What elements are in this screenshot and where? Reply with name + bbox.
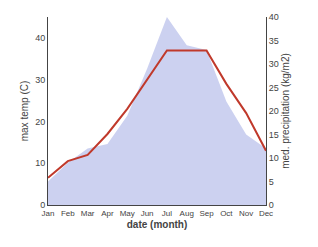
svg-text:10: 10 bbox=[269, 153, 279, 163]
svg-text:30: 30 bbox=[35, 75, 45, 85]
svg-text:35: 35 bbox=[269, 36, 279, 46]
svg-text:30: 30 bbox=[269, 59, 279, 69]
svg-text:15: 15 bbox=[269, 130, 279, 140]
svg-text:40: 40 bbox=[35, 33, 45, 43]
svg-text:0: 0 bbox=[269, 200, 274, 210]
svg-text:20: 20 bbox=[35, 117, 45, 127]
svg-text:0: 0 bbox=[40, 200, 45, 210]
svg-text:Apr: Apr bbox=[101, 209, 114, 218]
svg-text:Jul: Jul bbox=[162, 209, 172, 218]
svg-text:Sep: Sep bbox=[199, 209, 214, 218]
svg-text:med. precipitation (kg/m2): med. precipitation (kg/m2) bbox=[280, 53, 291, 169]
svg-text:May: May bbox=[120, 209, 135, 218]
svg-text:Dec: Dec bbox=[259, 209, 273, 218]
svg-text:Oct: Oct bbox=[220, 209, 233, 218]
svg-text:Jun: Jun bbox=[141, 209, 154, 218]
svg-text:max temp (C): max temp (C) bbox=[19, 81, 30, 142]
svg-text:Aug: Aug bbox=[180, 209, 194, 218]
svg-text:5: 5 bbox=[269, 177, 274, 187]
svg-text:20: 20 bbox=[269, 106, 279, 116]
svg-text:10: 10 bbox=[35, 158, 45, 168]
svg-text:Mar: Mar bbox=[81, 209, 95, 218]
svg-text:40: 40 bbox=[269, 12, 279, 22]
svg-text:Feb: Feb bbox=[61, 209, 75, 218]
svg-text:Jan: Jan bbox=[42, 209, 55, 218]
svg-text:25: 25 bbox=[269, 83, 279, 93]
svg-text:Nov: Nov bbox=[239, 209, 253, 218]
svg-text:date (month): date (month) bbox=[127, 219, 188, 230]
